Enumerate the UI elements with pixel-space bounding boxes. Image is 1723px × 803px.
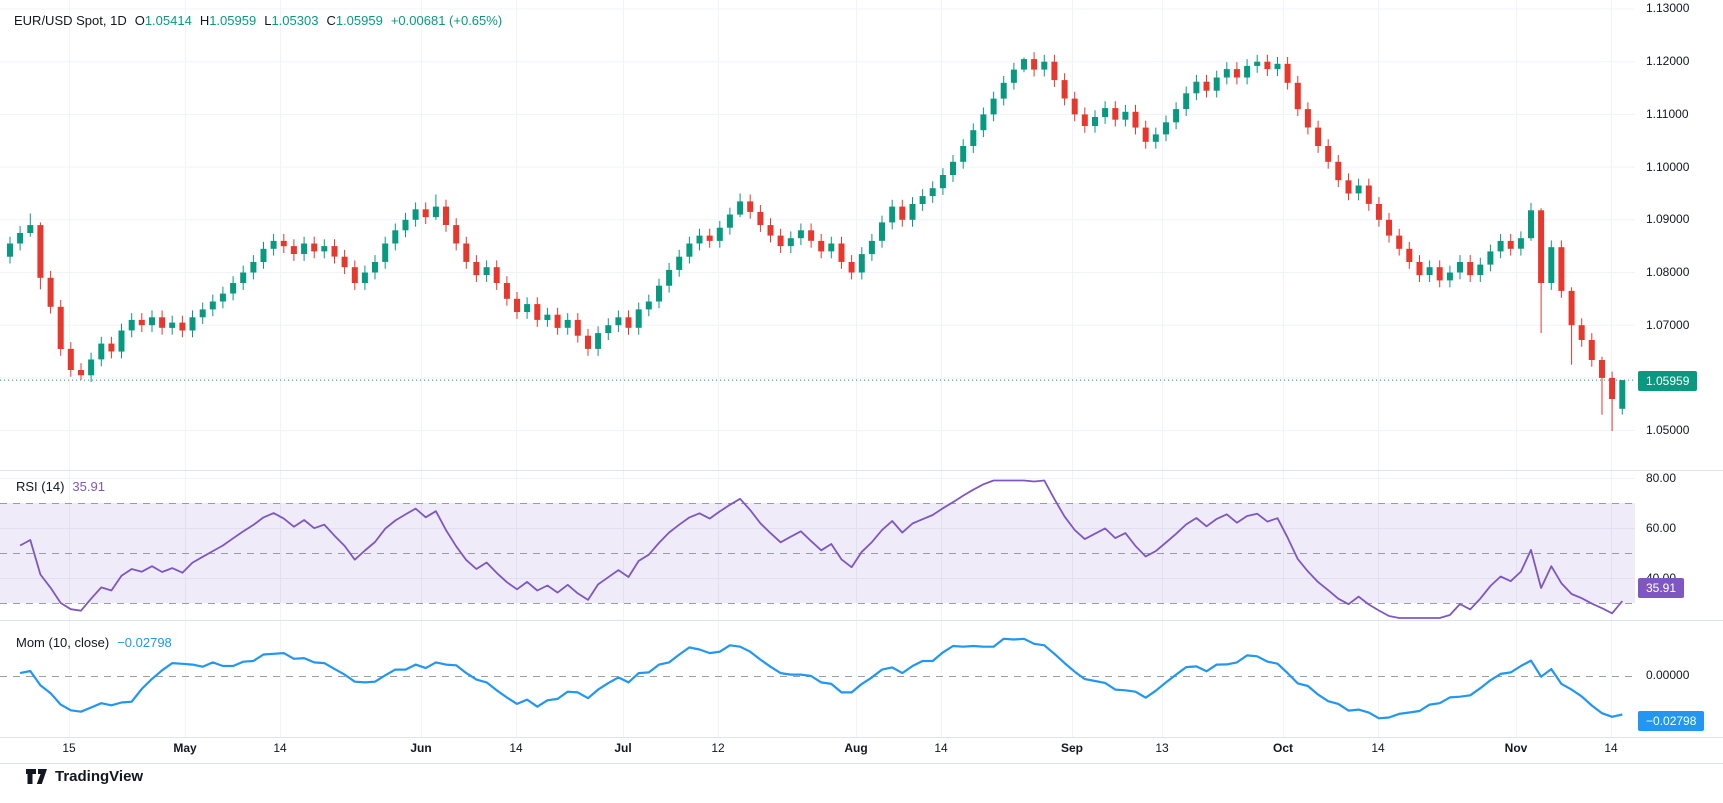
symbol-legend: EUR/USD Spot, 1D O1.05414 H1.05959 L1.05… [14,13,502,29]
last-price-badge: 1.05959 [1638,371,1698,391]
momentum-value-badge: −0.02798 [1638,711,1705,731]
tradingview-watermark-text: TradingView [55,768,144,785]
momentum-value: −0.02798 [117,635,172,650]
price-change: +0.00681 (+0.65%) [390,13,503,28]
symbol-title[interactable]: EUR/USD Spot, 1D [14,13,127,28]
rsi-legend-label[interactable]: RSI (14) [16,479,65,494]
ohlc-close: C1.05959 [326,13,383,28]
tradingview-watermark[interactable]: TradingView [26,767,143,786]
rsi-value: 35.91 [72,479,105,494]
momentum-legend-label[interactable]: Mom (10, close) [16,635,110,650]
tradingview-logo-icon [26,769,47,784]
ohlc-high: H1.05959 [199,13,257,28]
rsi-legend: RSI (14) 35.91 [16,479,105,495]
rsi-value-badge: 35.91 [1638,578,1685,598]
ohlc-open: O1.05414 [134,13,192,28]
momentum-legend: Mom (10, close) −0.02798 [16,635,172,651]
ohlc-low: L1.05303 [264,13,319,28]
